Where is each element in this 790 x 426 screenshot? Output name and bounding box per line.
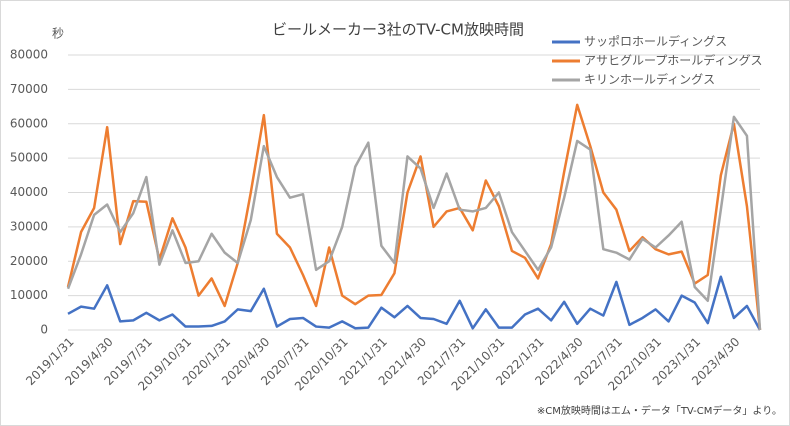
series-line <box>66 115 762 331</box>
y-tick-label: 60000 <box>10 116 48 130</box>
y-tick-label: 50000 <box>10 151 48 165</box>
y-tick-label: 70000 <box>10 82 48 96</box>
y-tick-label: 20000 <box>10 254 48 268</box>
footnote: ※CM放映時間はエム・データ「TV-CMデータ」より。 <box>537 404 782 417</box>
y-tick-label: 10000 <box>10 288 48 302</box>
legend-label: アサヒグループホールディングス <box>584 53 762 68</box>
y-tick-label: 40000 <box>10 185 48 199</box>
y-tick-label: 80000 <box>10 48 48 62</box>
legend-label: キリンホールディングス <box>584 72 715 87</box>
y-tick-label: 0 <box>40 323 48 337</box>
series-line <box>67 275 762 331</box>
chart-title: ビールメーカー3社のTV-CM放映時間 <box>272 21 524 39</box>
y-axis-label: 秒 <box>52 27 64 41</box>
y-tick-label: 30000 <box>10 219 48 233</box>
legend-label: サッポロホールディングス <box>584 34 727 49</box>
